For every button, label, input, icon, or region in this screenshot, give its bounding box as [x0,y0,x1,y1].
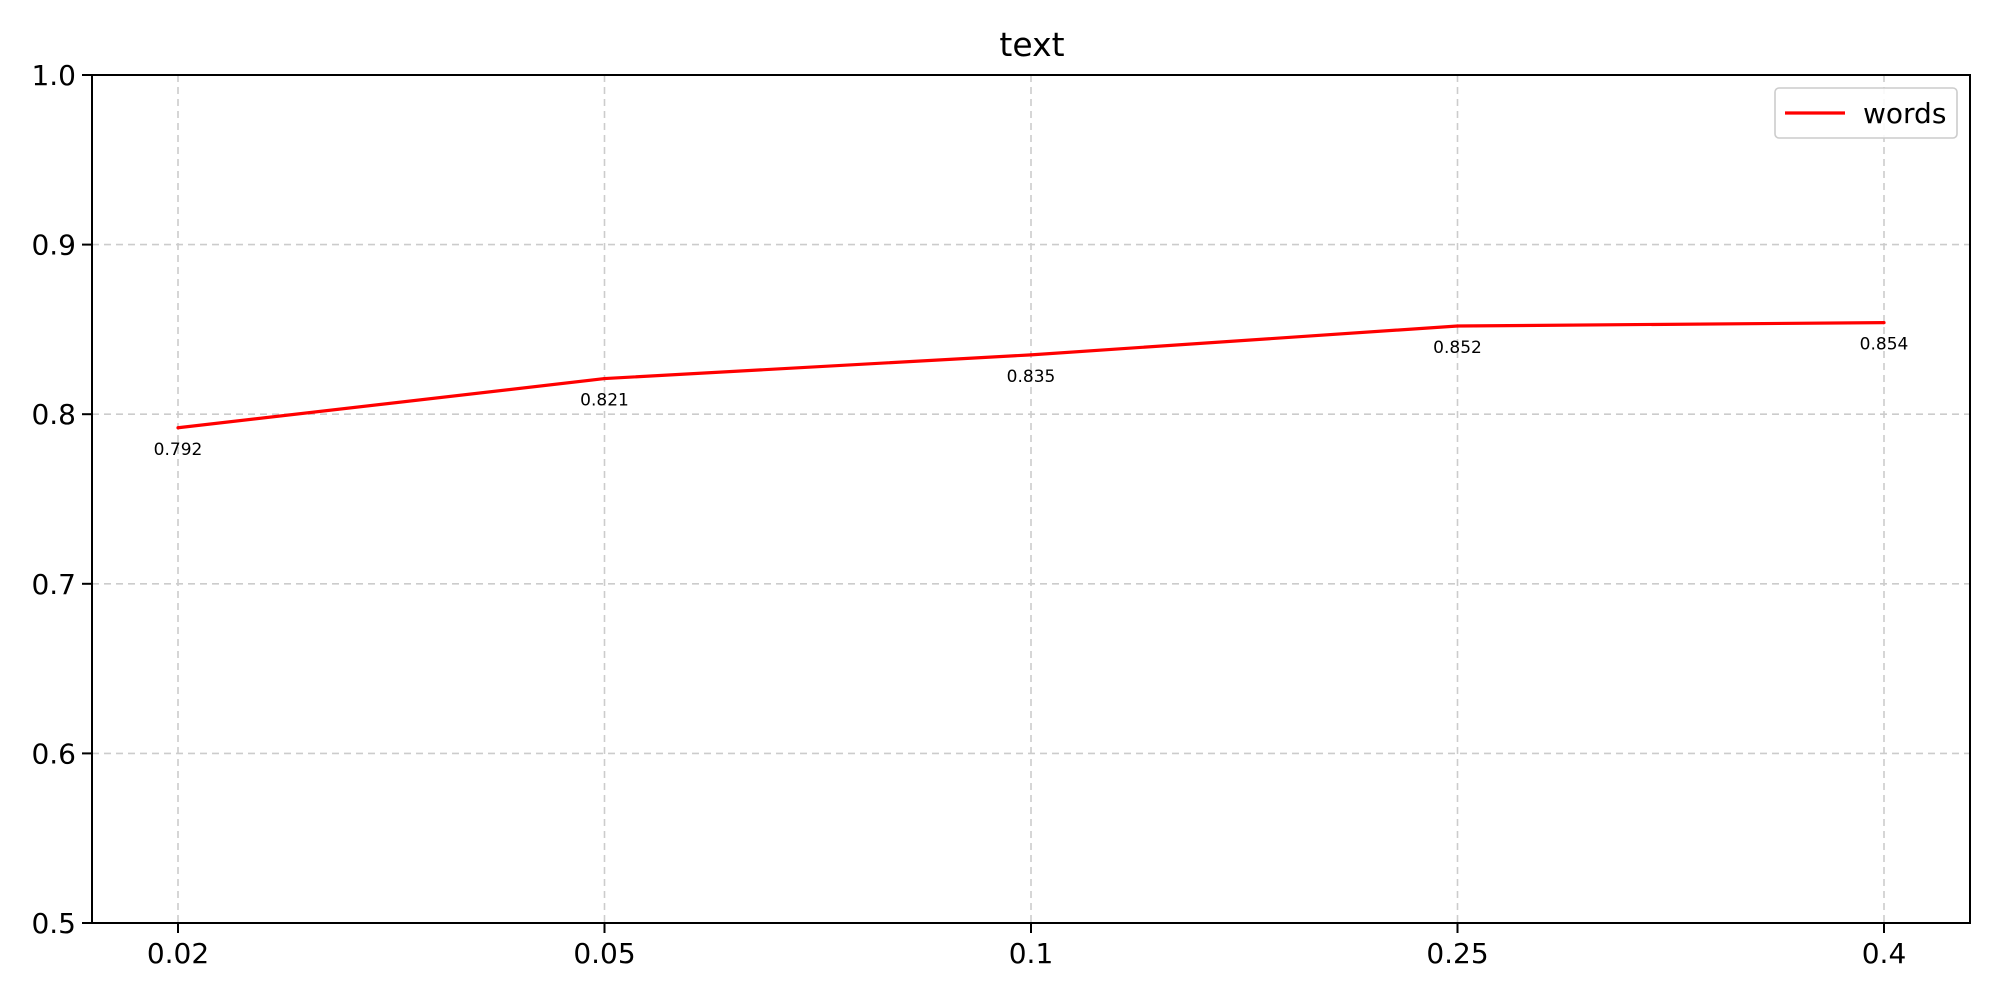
chart-title: text [999,25,1064,64]
x-tick-label: 0.25 [1426,937,1488,970]
y-tick-label: 0.8 [31,398,76,431]
data-point [602,376,607,381]
data-point [1029,353,1033,357]
data-point [1455,324,1460,328]
x-tick-label: 0.02 [147,937,209,970]
x-tick-label: 0.05 [573,937,635,970]
grid [92,75,1970,923]
data-labels: 0.792 0.821 0.835 0.852 0.854 [154,335,1909,460]
data-label: 0.835 [1007,367,1056,387]
data-point [176,426,180,430]
x-tick-label: 0.4 [1862,937,1907,970]
y-tick-label: 0.5 [31,907,76,940]
legend-label: words [1863,97,1946,130]
y-tick-label: 1.0 [31,59,76,92]
y-tick-label: 0.9 [31,229,76,262]
data-label: 0.821 [580,391,629,411]
legend-box [1774,87,1958,139]
data-label: 0.792 [154,440,203,460]
axis-ticks: 0.5 0.6 0.7 0.8 0.9 1.0 0.02 0.05 0.1 0.25 0.4 [31,59,1906,970]
y-tick-label: 0.6 [31,737,76,770]
legend: words [1774,87,1958,139]
x-tick-label: 0.1 [1009,937,1054,970]
y-tick-label: 0.7 [31,568,76,601]
data-label: 0.854 [1860,335,1909,355]
data-label: 0.852 [1433,338,1482,358]
data-point [1882,321,1886,325]
series-layer [176,321,1886,430]
